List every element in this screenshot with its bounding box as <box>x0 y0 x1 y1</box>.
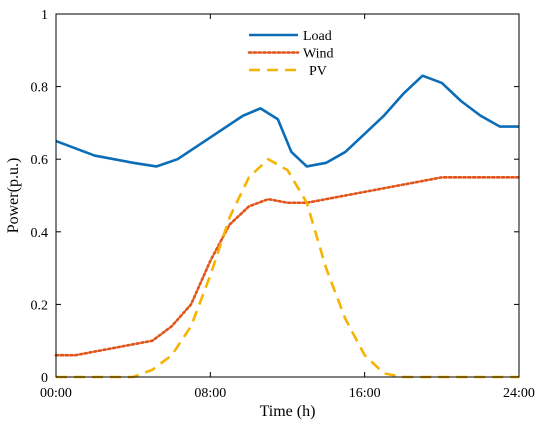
x-axis-title: Time (h) <box>260 403 316 420</box>
plot-frame <box>55 13 520 378</box>
legend-label-load: Load <box>303 29 332 44</box>
x-tick-label: 16:00 <box>349 386 381 401</box>
y-tick-label: 0.4 <box>31 226 49 241</box>
y-tick-label: 0.6 <box>31 153 49 168</box>
series-line-load <box>55 74 519 168</box>
x-tick-label: 24:00 <box>503 386 535 401</box>
y-tick-label: 1 <box>41 8 48 23</box>
x-tick-label: 00:00 <box>40 386 72 401</box>
y-tick-label: 0.2 <box>31 298 49 313</box>
legend-label-pv: PV <box>309 64 327 79</box>
y-tick-label: 0.8 <box>31 81 49 96</box>
series-line-wind <box>54 176 521 357</box>
legend: Load Wind PV <box>247 29 334 79</box>
x-tick-label: 08:00 <box>194 386 226 401</box>
y-axis-title: Power(p.u.) <box>5 158 22 234</box>
legend-label-wind: Wind <box>303 47 334 62</box>
y-tick-label: 0 <box>41 371 48 386</box>
